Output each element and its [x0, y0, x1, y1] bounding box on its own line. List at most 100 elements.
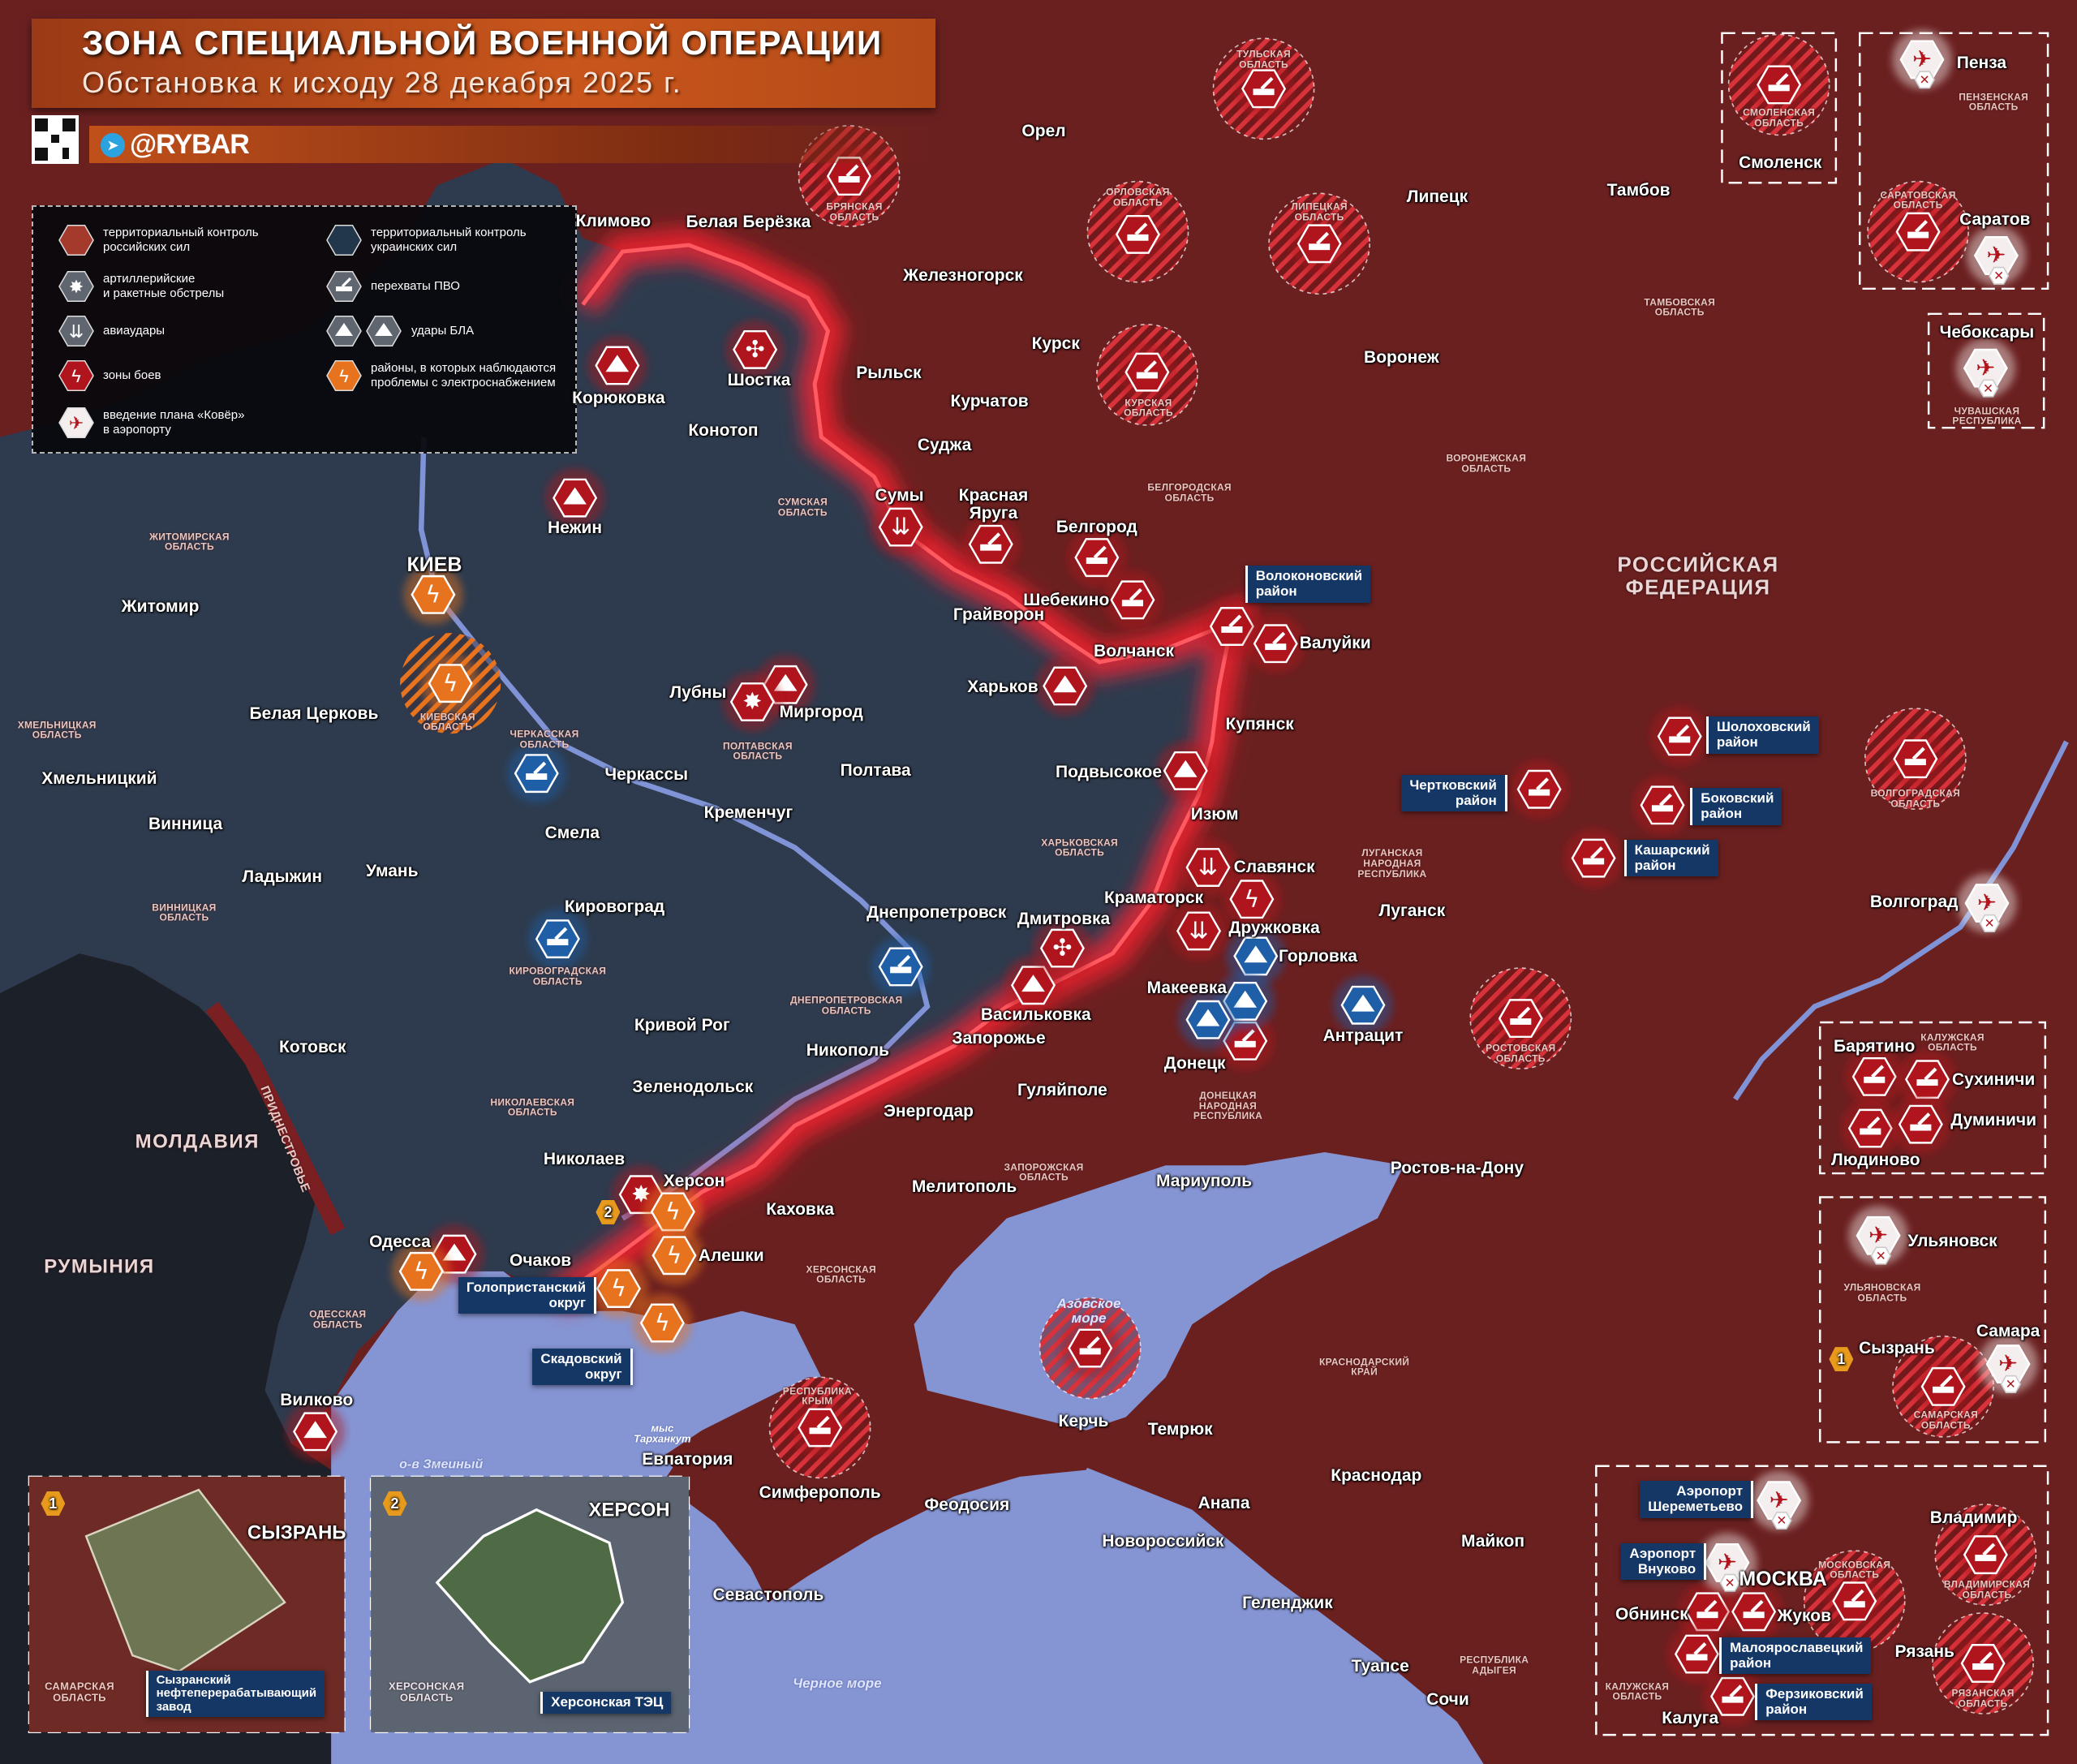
city-label: Барятино: [1834, 1036, 1916, 1056]
air-defense-marker[interactable]: [1702, 1667, 1763, 1727]
airport-carpet-marker[interactable]: ✈✕: [1955, 338, 2015, 398]
air-defense-marker[interactable]: [961, 514, 1021, 574]
air-defense-marker[interactable]: [790, 1397, 850, 1457]
power-outage-marker[interactable]: ϟ: [588, 1258, 649, 1319]
svg-text:ϟ: ϟ: [665, 1198, 681, 1225]
air-defense-marker[interactable]: [1897, 1049, 1958, 1109]
air-defense-marker[interactable]: [1233, 58, 1294, 118]
air-defense-marker[interactable]: [1563, 828, 1623, 888]
air-defense-marker[interactable]: [1067, 527, 1127, 587]
telegram-icon[interactable]: ➤: [101, 133, 125, 157]
region-label: Курская область: [1124, 397, 1173, 419]
inset-frame: [1819, 1196, 2047, 1443]
callout-label: Ферзиковский район: [1755, 1684, 1872, 1721]
air-defense-icon: [1669, 724, 1691, 743]
airport-carpet-marker[interactable]: ✈✕: [1978, 1334, 2038, 1394]
air-defense-marker[interactable]: [1749, 54, 1809, 115]
power-outage-marker[interactable]: ϟ: [403, 565, 463, 625]
svg-text:✸: ✸: [742, 687, 762, 715]
air-defense-marker[interactable]: [1103, 570, 1163, 630]
legend-item-label: территориальный контроль украинских сил: [371, 226, 527, 254]
air-defense-marker[interactable]: [1955, 1525, 2015, 1585]
air-defense-marker[interactable]: [1913, 1357, 1973, 1417]
uav-icon: [1233, 990, 1258, 1008]
uav-marker[interactable]: [1155, 741, 1215, 801]
airport-carpet-icon: ✈: [1912, 45, 1932, 73]
airport-carpet-marker[interactable]: ✈✕: [1749, 1470, 1809, 1530]
air-defense-marker[interactable]: [1724, 1581, 1784, 1641]
uav-marker[interactable]: [587, 335, 647, 396]
air-defense-icon: [1583, 846, 1605, 865]
airstrike-icon: ⇊: [58, 315, 94, 347]
city-label: Красная Яруга: [958, 485, 1029, 523]
airport-carpet-marker[interactable]: ✈✕: [1966, 226, 2026, 286]
city-label: Ладыжин: [242, 867, 323, 886]
artillery-marker[interactable]: ✸: [722, 672, 782, 732]
air-defense-marker[interactable]: [1509, 759, 1569, 820]
air-defense-marker[interactable]: [1060, 1318, 1120, 1379]
airport-carpet-marker[interactable]: ✈✕: [1697, 1533, 1757, 1593]
air-defense-ua-marker[interactable]: [871, 936, 931, 997]
uav-marker[interactable]: [1035, 656, 1095, 716]
air-defense-ua-marker[interactable]: [527, 909, 587, 969]
air-defense-icon: [1221, 614, 1243, 633]
air-defense-marker[interactable]: [1107, 204, 1168, 265]
svg-text:✈: ✈: [69, 413, 84, 433]
city-label: Кировоград: [564, 897, 665, 917]
air-defense-marker[interactable]: [1666, 1624, 1727, 1684]
legend-item: перехваты ПВО: [325, 268, 460, 305]
uav-marker[interactable]: [545, 468, 605, 528]
drone-marker[interactable]: ✣: [1032, 919, 1092, 979]
inset-title-kherson: ХЕРСОН: [588, 1499, 670, 1521]
uav-icon: [605, 355, 630, 372]
air-defense-marker[interactable]: [1825, 1571, 1885, 1631]
air-defense-icon: [1309, 231, 1331, 251]
air-defense-ua-marker[interactable]: [506, 743, 566, 803]
city-label: Евпатория: [642, 1450, 733, 1469]
city-label: Железногорск: [903, 265, 1023, 285]
power-outage-marker[interactable]: ϟ: [644, 1225, 704, 1285]
air-defense-marker[interactable]: [1844, 1047, 1904, 1107]
city-label: Белгород: [1056, 517, 1137, 536]
air-defense-marker[interactable]: [1490, 988, 1550, 1048]
callout-label: Аэропорт Внуково: [1621, 1543, 1707, 1581]
air-defense-marker[interactable]: [1886, 729, 1946, 789]
air-defense-marker[interactable]: [1289, 213, 1349, 273]
city-label: Думиничи: [1950, 1111, 2037, 1130]
legend-item: ϟ зоны боев: [58, 357, 161, 394]
airstrike-marker[interactable]: ⇊: [1168, 901, 1229, 961]
airstrike-marker[interactable]: ⇊: [1178, 837, 1238, 897]
power-outage-marker[interactable]: ϟ: [632, 1293, 692, 1353]
channel-handle[interactable]: @RYBAR: [130, 129, 250, 160]
airport-carpet-marker[interactable]: ✈✕: [1848, 1206, 1908, 1266]
svg-text:✈: ✈: [1718, 1548, 1737, 1576]
svg-text:ϟ: ϟ: [1244, 884, 1259, 912]
legend-item-label: районы, в которых наблюдаются проблемы с…: [371, 361, 557, 389]
power-outage-marker[interactable]: ϟ: [391, 1241, 451, 1301]
uav-icon: [303, 1421, 327, 1439]
airport-carpet-icon: ✈: [1868, 1221, 1888, 1249]
air-defense-marker[interactable]: [1649, 706, 1709, 767]
power-outage-marker[interactable]: ϟ: [643, 1181, 703, 1241]
drone-icon: ✣: [746, 335, 765, 363]
drone-marker[interactable]: ✣: [725, 320, 785, 380]
air-defense-marker[interactable]: [1890, 1095, 1950, 1155]
air-defense-marker[interactable]: [1953, 1633, 2013, 1693]
air-defense-marker[interactable]: [1632, 775, 1692, 835]
uav-ua-marker[interactable]: [1178, 990, 1238, 1050]
air-defense-marker[interactable]: [1245, 613, 1305, 673]
air-defense-marker[interactable]: [1840, 1099, 1900, 1159]
power-outage-marker[interactable]: ϟ: [420, 653, 480, 713]
combat-zone-marker[interactable]: ϟ: [1222, 869, 1282, 929]
uav-marker[interactable]: [286, 1401, 346, 1461]
airport-carpet-marker[interactable]: ✈✕: [1892, 29, 1952, 90]
qr-code-icon[interactable]: [32, 115, 79, 164]
city-label: Корюковка: [572, 389, 665, 408]
airstrike-marker[interactable]: ⇊: [871, 497, 931, 557]
airport-carpet-marker[interactable]: ✈✕: [1957, 873, 2017, 933]
city-label: Котовск: [279, 1038, 346, 1057]
uav-ua-marker[interactable]: [1333, 975, 1393, 1035]
air-defense-marker[interactable]: [1117, 342, 1177, 402]
air-defense-marker[interactable]: [1888, 202, 1948, 262]
svg-text:ϟ: ϟ: [655, 1309, 670, 1336]
